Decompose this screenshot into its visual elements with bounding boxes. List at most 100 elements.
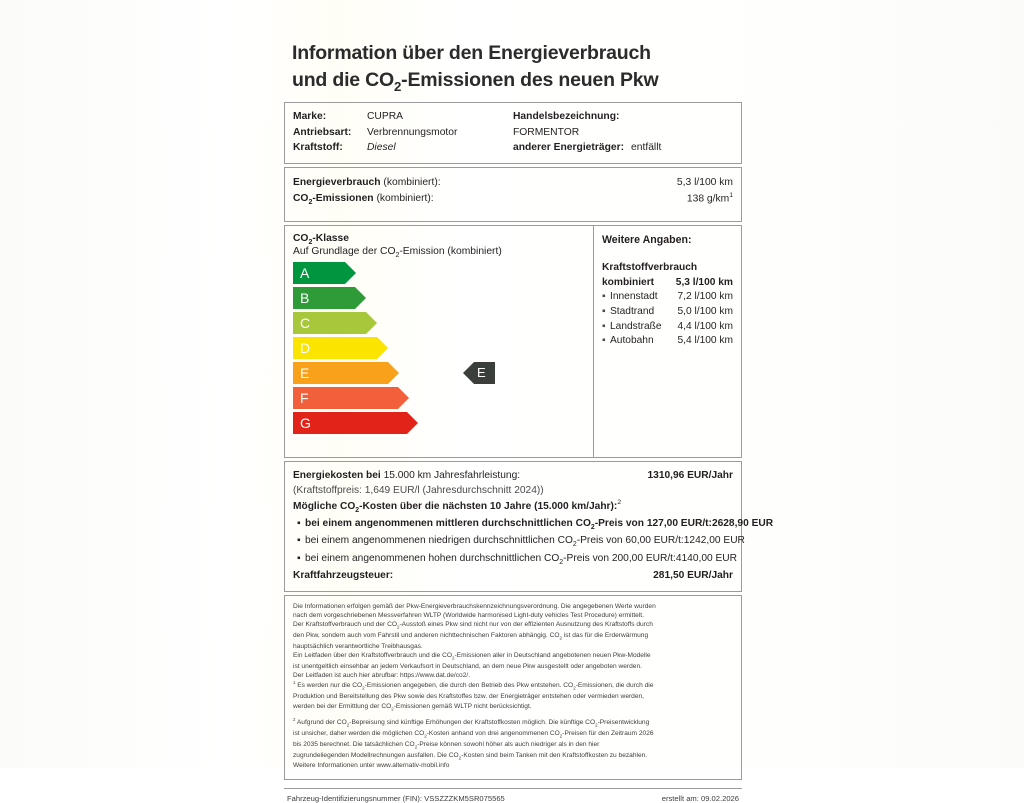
energy-cost-value: 1310,96 EUR/Jahr xyxy=(647,469,733,481)
co2-cost-scenario-label: ▪ bei einem angenommenen mittleren durchs… xyxy=(297,518,712,532)
weitere-angaben-panel: Weitere Angaben: Kraftstoffverbrauch kom… xyxy=(594,226,741,457)
bar-body xyxy=(293,311,377,334)
vehicle-identity-table: Marke: CUPRA Antriebsart: Verbrennungsmo… xyxy=(284,102,742,164)
fine-print-footnote-1: 1 Es werden nur die CO2-Emissionen angeg… xyxy=(293,680,654,711)
fuel-consumption-label: kombiniert xyxy=(602,276,655,288)
identity-column-left: Marke: CUPRA Antriebsart: Verbrennungsmo… xyxy=(293,109,513,155)
bar-body xyxy=(293,386,409,409)
bar-body xyxy=(293,336,388,359)
identity-column-right: Handelsbezeichnung: FORMENTOR anderer En… xyxy=(513,109,733,155)
energy-cost-label: Energiekosten bei 15.000 km Jahresfahrle… xyxy=(293,469,521,481)
bullet-icon: ▪ xyxy=(602,305,606,317)
fine-print-section: Die Informationen erfolgen gemäß der Pkw… xyxy=(284,594,742,780)
fuel-consumption-label: ▪ Autobahn xyxy=(602,334,654,349)
cost-section: Energiekosten bei 15.000 km Jahresfahrle… xyxy=(284,460,773,592)
co2-cost-scenario-row: ▪ bei einem angenommenen mittleren durchs… xyxy=(293,516,773,533)
bar-body xyxy=(293,361,399,384)
consumption-row-energy: Energieverbrauch (kombiniert): 5,3 l/100… xyxy=(293,175,733,191)
bullet-icon: ▪ xyxy=(297,518,301,530)
co2-class-bar-f: F xyxy=(293,386,583,409)
identity-row-model-label: Handelsbezeichnung: xyxy=(513,109,733,124)
fuel-consumption-subtitle: Kraftstoffverbrauch xyxy=(602,261,698,273)
co2-cost-scenario-label: ▪ bei einem angenommenen niedrigen durchs… xyxy=(297,535,684,549)
bar-letter-a: A xyxy=(300,264,310,281)
bullet-icon: ▪ xyxy=(602,320,606,332)
fuel-value: Diesel xyxy=(367,142,396,154)
energy-consumption-value: 5,3 l/100 km xyxy=(676,176,733,188)
fuel-consumption-row: ▪ Landstraße 4,4 l/100 km xyxy=(602,320,733,335)
brand-label: Marke: xyxy=(293,111,327,123)
fuel-price-note: (Kraftstoffpreis: 1,649 EUR/l (Jahresdur… xyxy=(293,484,544,496)
model-label: Handelsbezeichnung: xyxy=(513,111,620,123)
fuel-consumption-row: ▪ Innenstadt 7,2 l/100 km xyxy=(602,290,733,305)
identity-row-brand: Marke: CUPRA xyxy=(293,109,513,124)
bar-letter-c: C xyxy=(300,314,311,331)
fine-print-paragraph-1: Die Informationen erfolgen gemäß der Pkw… xyxy=(293,602,656,650)
fuel-consumption-value: 5,4 l/100 km xyxy=(677,335,734,347)
fuel-consumption-label: ▪ Stadtrand xyxy=(602,305,654,320)
page-title-line1: Information über den Energieverbrauch xyxy=(292,42,651,64)
co2-class-bar-c: C xyxy=(293,311,583,334)
vehicle-tax-row: Kraftfahrzeugsteuer: 281,50 EUR/Jahr xyxy=(293,568,733,583)
co2-cost-scenario-value: 2628,90 EUR xyxy=(711,518,774,530)
co2-class-heading: CO2-Klasse xyxy=(293,232,349,246)
bullet-icon: ▪ xyxy=(602,291,606,303)
fuel-consumption-row: ▪ Stadtrand 5,0 l/100 km xyxy=(602,305,733,320)
energy-consumption-label: Energieverbrauch (kombiniert): xyxy=(293,176,441,188)
fuel-consumption-list: kombiniert 5,3 l/100 km ▪ Innenstadt 7,2 l/1… xyxy=(602,276,733,349)
bullet-icon: ▪ xyxy=(297,535,301,547)
vehicle-tax-value: 281,50 EUR/Jahr xyxy=(653,570,733,582)
bullet-icon: ▪ xyxy=(297,552,301,564)
page-title: Information über den Energieverbrauch un… xyxy=(292,40,742,95)
vin-label: Fahrzeug-Identifizierungsnummer (FIN): V… xyxy=(287,793,505,803)
co2-emissions-value: 138 g/km1 xyxy=(686,191,733,205)
co2-cost-scenario-value: 1242,00 EUR xyxy=(683,535,745,547)
fuel-consumption-value: 5,0 l/100 km xyxy=(677,305,734,317)
document-footer: Fahrzeug-Identifizierungsnummer (FIN): V… xyxy=(284,787,742,803)
vehicle-tax-label: Kraftfahrzeugsteuer: xyxy=(293,570,394,582)
other-energy-label: anderer Energieträger: xyxy=(513,142,625,154)
created-date-label: erstellt am: 09.02.2026 xyxy=(661,793,739,803)
bar-letter-f: F xyxy=(300,389,309,406)
co2-class-bar-g: G xyxy=(293,411,583,434)
identity-row-other-energy: anderer Energieträger: entfällt xyxy=(513,140,733,155)
fuel-consumption-row: kombiniert 5,3 l/100 km xyxy=(602,276,733,291)
fuel-consumption-label: ▪ Innenstadt xyxy=(602,290,658,305)
fuel-consumption-value: 7,2 l/100 km xyxy=(677,291,734,303)
identity-row-model-value: FORMENTOR xyxy=(513,125,733,140)
co2-cost-scenario-row: ▪ bei einem angenommenen niedrigen durchs… xyxy=(293,533,745,550)
fuel-label: Kraftstoff: xyxy=(293,142,343,154)
co2-class-bar-d: D xyxy=(293,336,583,359)
consumption-summary: Energieverbrauch (kombiniert): 5,3 l/100… xyxy=(284,166,742,222)
fuel-consumption-value: 4,4 l/100 km xyxy=(677,320,734,332)
co2-class-subheading: Auf Grundlage der CO2-Emission (kombinie… xyxy=(293,245,502,259)
co2-class-bar-e: E xyxy=(293,361,583,384)
co2-class-section: CO2-Klasse Auf Grundlage der CO2-Emissio… xyxy=(284,224,742,458)
fine-print-footnote-2: 2 Aufgrund der CO2-Bepreisung sind künft… xyxy=(293,717,654,770)
co2-cost-scenario-row: ▪ bei einem angenommenen hohen durchschni… xyxy=(293,551,737,568)
fuel-consumption-value: 5,3 l/100 km xyxy=(675,276,733,288)
co2-class-bar-a: A xyxy=(293,261,583,284)
other-energy-value: entfällt xyxy=(631,142,662,154)
bullet-icon: ▪ xyxy=(602,335,606,347)
co2-class-pointer: E xyxy=(463,361,495,384)
fuel-consumption-label: ▪ Landstraße xyxy=(602,320,662,335)
energy-cost-row: Energiekosten bei 15.000 km Jahresfahrle… xyxy=(293,468,733,483)
drive-value: Verbrennungsmotor xyxy=(367,126,458,138)
bar-letter-e: E xyxy=(300,364,310,381)
co2-cost-scenario-label: ▪ bei einem angenommenen hohen durchschni… xyxy=(297,552,676,566)
pointer-arrow-icon xyxy=(463,361,474,384)
co2-class-panel: CO2-Klasse Auf Grundlage der CO2-Emissio… xyxy=(285,225,594,457)
bar-letter-d: D xyxy=(300,339,311,356)
co2-emissions-label: CO2-Emissionen (kombiniert): xyxy=(293,192,434,206)
bar-letter-g: G xyxy=(300,414,311,431)
brand-value: CUPRA xyxy=(367,111,404,123)
bar-body xyxy=(293,261,356,284)
energy-label: Information über den Energieverbrauch un… xyxy=(284,40,773,803)
bar-body xyxy=(293,286,366,309)
fine-print-paragraph-2: Ein Leitfaden über den Kraftstoffverbrau… xyxy=(293,652,651,680)
identity-row-drive: Antriebsart: Verbrennungsmotor xyxy=(293,125,513,140)
co2-cost-scenario-value: 4140,00 EUR xyxy=(675,552,737,564)
co2-cost-heading: Mögliche CO2-Kosten über die nächsten 10… xyxy=(293,499,622,514)
